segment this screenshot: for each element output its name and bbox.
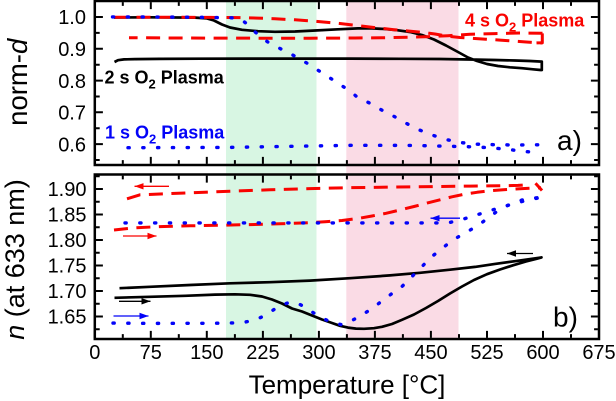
svg-text:600: 600 [526,342,559,364]
svg-text:Temperature [°C]: Temperature [°C] [249,370,446,400]
svg-text:norm-d: norm-d [2,37,33,126]
svg-text:1.65: 1.65 [48,307,87,329]
svg-text:375: 375 [358,342,391,364]
svg-text:675: 675 [582,342,615,364]
svg-text:b): b) [553,302,578,333]
svg-text:300: 300 [302,342,335,364]
svg-text:525: 525 [470,342,503,364]
svg-text:75: 75 [140,342,162,364]
svg-text:n (at 633 nm): n (at 633 nm) [0,179,30,340]
svg-text:0: 0 [89,342,100,364]
svg-text:1.80: 1.80 [48,230,87,252]
svg-text:0.6: 0.6 [58,134,86,156]
svg-text:1.70: 1.70 [48,281,87,303]
svg-text:1.75: 1.75 [48,256,87,278]
svg-text:0.8: 0.8 [58,71,86,93]
svg-text:a): a) [557,125,582,156]
svg-text:0.7: 0.7 [58,103,86,125]
svg-text:450: 450 [414,342,447,364]
svg-text:0.9: 0.9 [58,39,86,61]
svg-text:1.85: 1.85 [48,205,87,227]
svg-text:1 s O2 Plasma: 1 s O2 Plasma [105,122,225,146]
svg-text:225: 225 [246,342,279,364]
svg-text:150: 150 [190,342,223,364]
svg-text:1.90: 1.90 [48,179,87,201]
svg-text:1.0: 1.0 [58,7,86,29]
